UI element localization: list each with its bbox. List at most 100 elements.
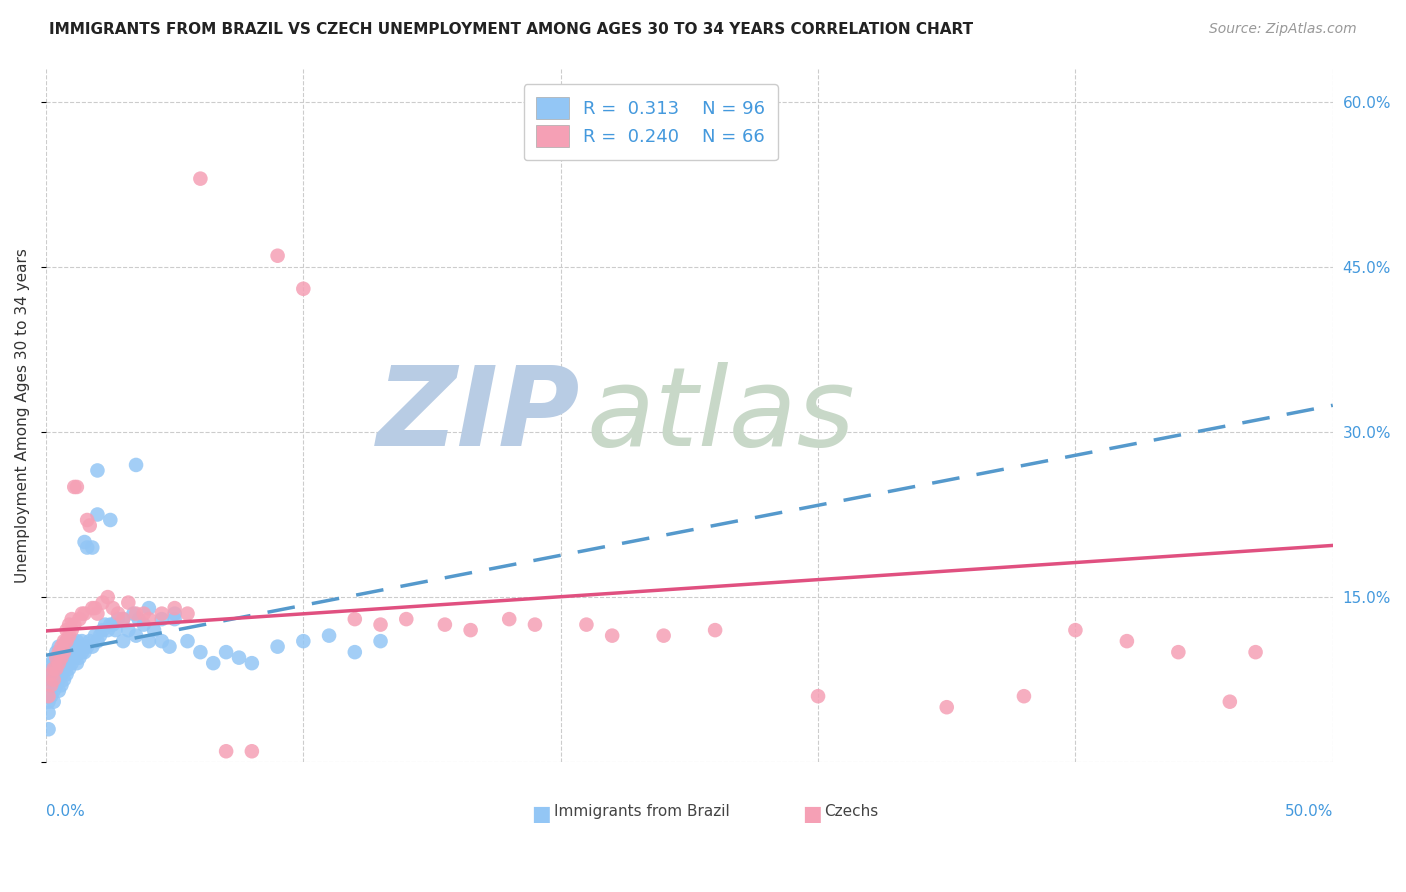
Text: ZIP: ZIP bbox=[377, 362, 581, 469]
Point bbox=[1219, 695, 1241, 709]
Point bbox=[202, 656, 225, 670]
Point bbox=[53, 645, 76, 659]
Point bbox=[42, 695, 65, 709]
Text: atlas: atlas bbox=[586, 362, 855, 469]
Point bbox=[55, 667, 77, 681]
Point bbox=[58, 640, 80, 654]
Point bbox=[51, 678, 73, 692]
Point bbox=[98, 513, 121, 527]
Point bbox=[55, 634, 77, 648]
Point bbox=[42, 673, 65, 687]
Point bbox=[240, 656, 263, 670]
Point bbox=[122, 607, 145, 621]
Point bbox=[266, 249, 288, 263]
Point bbox=[48, 650, 70, 665]
Point bbox=[370, 634, 392, 648]
Point bbox=[91, 596, 114, 610]
Point bbox=[112, 634, 135, 648]
Point bbox=[82, 601, 104, 615]
Point bbox=[292, 634, 315, 648]
Point bbox=[58, 629, 80, 643]
Point bbox=[45, 678, 67, 692]
Point bbox=[67, 612, 90, 626]
Point bbox=[83, 601, 105, 615]
Point bbox=[117, 623, 139, 637]
Point bbox=[42, 683, 65, 698]
Point bbox=[163, 607, 186, 621]
Point bbox=[58, 650, 80, 665]
Text: IMMIGRANTS FROM BRAZIL VS CZECH UNEMPLOYMENT AMONG AGES 30 TO 34 YEARS CORRELATI: IMMIGRANTS FROM BRAZIL VS CZECH UNEMPLOY… bbox=[49, 22, 973, 37]
Point bbox=[51, 640, 73, 654]
Point bbox=[39, 656, 62, 670]
Point bbox=[38, 689, 60, 703]
Point bbox=[48, 656, 70, 670]
Point bbox=[58, 662, 80, 676]
Point bbox=[112, 612, 135, 626]
Point bbox=[67, 640, 90, 654]
Point bbox=[76, 640, 98, 654]
Point bbox=[343, 612, 366, 626]
Point bbox=[70, 645, 93, 659]
Point bbox=[343, 645, 366, 659]
Point bbox=[42, 662, 65, 676]
Point bbox=[101, 617, 124, 632]
Point bbox=[45, 650, 67, 665]
Point bbox=[83, 629, 105, 643]
Point bbox=[143, 623, 166, 637]
Point bbox=[395, 612, 418, 626]
Legend: R =  0.313    N = 96, R =  0.240    N = 66: R = 0.313 N = 96, R = 0.240 N = 66 bbox=[523, 85, 778, 161]
Point bbox=[39, 689, 62, 703]
Point bbox=[38, 723, 60, 737]
Point bbox=[176, 607, 198, 621]
Point bbox=[39, 678, 62, 692]
Point bbox=[107, 612, 129, 626]
Point bbox=[1167, 645, 1189, 659]
Point bbox=[73, 535, 96, 549]
Point bbox=[39, 667, 62, 681]
Point bbox=[73, 645, 96, 659]
Point bbox=[163, 612, 186, 626]
Point bbox=[807, 689, 830, 703]
Point bbox=[523, 617, 546, 632]
Point bbox=[60, 656, 83, 670]
Point bbox=[60, 612, 83, 626]
Point bbox=[163, 601, 186, 615]
Text: 50.0%: 50.0% bbox=[1285, 804, 1333, 819]
Point bbox=[76, 513, 98, 527]
Point bbox=[48, 640, 70, 654]
Point bbox=[55, 656, 77, 670]
Point bbox=[51, 656, 73, 670]
Point bbox=[39, 673, 62, 687]
Point bbox=[67, 650, 90, 665]
Point bbox=[132, 607, 155, 621]
Point bbox=[215, 645, 238, 659]
Point bbox=[45, 667, 67, 681]
Point bbox=[190, 171, 212, 186]
Point bbox=[150, 612, 173, 626]
Point bbox=[53, 640, 76, 654]
Point bbox=[70, 607, 93, 621]
Point bbox=[652, 629, 675, 643]
Point bbox=[600, 629, 623, 643]
Point bbox=[138, 612, 160, 626]
Point bbox=[228, 650, 250, 665]
Point bbox=[53, 634, 76, 648]
Point bbox=[138, 634, 160, 648]
Point bbox=[91, 623, 114, 637]
Point bbox=[82, 541, 104, 555]
Point bbox=[63, 640, 86, 654]
Point bbox=[53, 650, 76, 665]
Point bbox=[66, 656, 89, 670]
Point bbox=[73, 607, 96, 621]
Point bbox=[60, 623, 83, 637]
Point bbox=[66, 480, 89, 494]
Point bbox=[38, 706, 60, 720]
Point bbox=[45, 662, 67, 676]
Point bbox=[159, 640, 181, 654]
Point bbox=[433, 617, 456, 632]
Point bbox=[240, 744, 263, 758]
Point bbox=[55, 623, 77, 637]
Point bbox=[42, 656, 65, 670]
Point bbox=[42, 662, 65, 676]
Point bbox=[125, 629, 148, 643]
